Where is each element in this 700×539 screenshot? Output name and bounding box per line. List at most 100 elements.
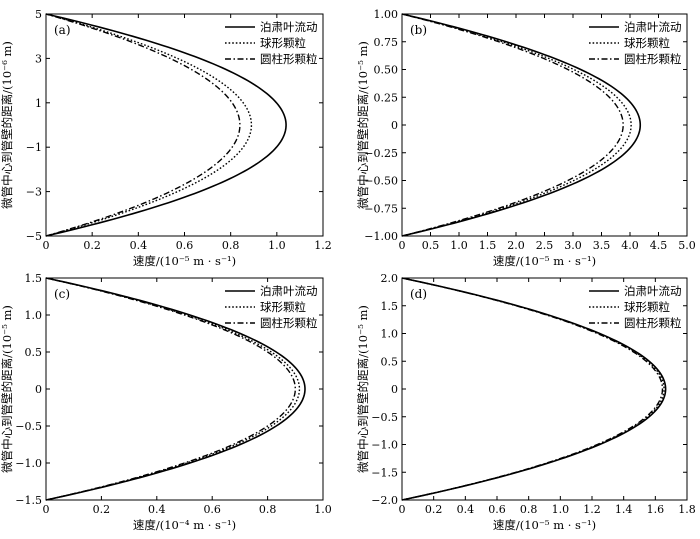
y-tick-label: −1 xyxy=(26,141,42,154)
series-line-dashdot xyxy=(401,13,624,237)
y-tick-label: 0 xyxy=(35,383,42,396)
series-line-dotted xyxy=(401,13,632,237)
x-tick-label: 4.5 xyxy=(650,239,668,252)
x-tick-label: 3.5 xyxy=(593,239,611,252)
y-tick-label: −1.5 xyxy=(15,494,42,507)
y-tick-label: −1.0 xyxy=(15,457,42,470)
x-tick-label: 0.8 xyxy=(259,503,277,516)
y-tick-label: −0.25 xyxy=(364,147,398,160)
x-tick-label: 0.8 xyxy=(222,239,240,252)
legend-entry: 泊肃叶流动 xyxy=(624,20,682,34)
y-tick-label: 0.5 xyxy=(381,355,399,368)
y-tick-label: 1.5 xyxy=(381,300,399,313)
y-tick-label: −1.5 xyxy=(371,466,398,479)
panel-label: (c) xyxy=(54,287,70,301)
y-tick-label: 3 xyxy=(35,52,42,65)
y-tick-label: 0.50 xyxy=(374,64,399,77)
legend-entry: 球形颗粒 xyxy=(624,36,670,50)
panel-label: (d) xyxy=(410,287,427,301)
series-line-solid xyxy=(45,13,287,237)
series-line-dashdot xyxy=(45,13,241,237)
x-tick-label: 5.0 xyxy=(678,239,696,252)
x-tick-label: 1.8 xyxy=(678,503,696,516)
x-tick-label: 0 xyxy=(43,503,50,516)
y-tick-label: −1.00 xyxy=(364,230,398,243)
y-axis-label: 微管中心到管壁的距离/(10⁻⁵ m) xyxy=(0,305,14,473)
x-axis-label: 速度/(10⁻⁵ m · s⁻¹) xyxy=(493,254,596,268)
y-tick-label: 0.25 xyxy=(374,91,399,104)
y-axis-label: 微管中心到管壁的距离/(10⁻⁵ m) xyxy=(356,305,370,473)
x-axis-label: 速度/(10⁻⁴ m · s⁻¹) xyxy=(133,518,236,532)
chart-panel-a: 0 0.2 0.4 0.6 0.8 1.0 1.2 −5 −3 −1 1 3 5 (a) 速度/(10⁻⁵ … xyxy=(0,8,332,268)
y-tick-label: 1.5 xyxy=(25,272,43,285)
x-tick-label: 0.4 xyxy=(457,503,475,516)
x-tick-label: 0 xyxy=(43,239,50,252)
x-tick-label: 0.6 xyxy=(203,503,221,516)
legend-entry: 圆柱形颗粒 xyxy=(624,52,682,66)
x-axis-label: 速度/(10⁻⁵ m · s⁻¹) xyxy=(493,518,596,532)
x-tick-label: 3.0 xyxy=(564,239,582,252)
x-tick-label: 1.0 xyxy=(552,503,570,516)
y-tick-label: 1.00 xyxy=(374,8,399,21)
x-tick-label: 1.2 xyxy=(583,503,601,516)
legend-entry: 圆柱形颗粒 xyxy=(624,316,682,330)
x-tick-label: 2.5 xyxy=(536,239,554,252)
x-tick-label: 0.6 xyxy=(176,239,194,252)
x-tick-label: 0.2 xyxy=(83,239,101,252)
chart-panel-b: 0 0.5 1.0 1.5 2.0 2.5 3.0 3.5 4.0 4.5 5.0 −1.00 −0.7… xyxy=(356,8,696,268)
y-tick-label: −5 xyxy=(26,230,42,243)
legend-entry: 泊肃叶流动 xyxy=(260,20,318,34)
x-tick-label: 0.4 xyxy=(148,503,166,516)
y-tick-label: −0.5 xyxy=(15,420,42,433)
y-tick-label: 5 xyxy=(35,8,42,21)
y-tick-label: 0.5 xyxy=(25,346,43,359)
x-tick-label: 0.2 xyxy=(93,503,111,516)
y-tick-label: 2.0 xyxy=(381,272,399,285)
x-tick-label: 1.0 xyxy=(268,239,286,252)
series-line-dashdot xyxy=(45,277,297,501)
x-tick-label: 0 xyxy=(399,503,406,516)
legend-entry: 圆柱形颗粒 xyxy=(260,316,318,330)
y-tick-label: −2.0 xyxy=(371,494,398,507)
panel-label: (b) xyxy=(410,23,427,37)
x-tick-label: 1.5 xyxy=(479,239,497,252)
x-tick-label: 1.0 xyxy=(450,239,468,252)
legend-entry: 球形颗粒 xyxy=(260,300,306,314)
y-axis-label: 微管中心到管壁的距离/(10⁻⁵ m) xyxy=(356,41,370,209)
x-tick-label: 1.0 xyxy=(314,503,332,516)
y-tick-label: −3 xyxy=(26,186,42,199)
x-tick-label: 1.6 xyxy=(647,503,665,516)
x-tick-label: 0 xyxy=(399,239,406,252)
y-tick-label: −0.5 xyxy=(371,411,398,424)
y-tick-label: 1.0 xyxy=(25,309,43,322)
y-tick-label: 0 xyxy=(391,383,398,396)
legend-entry: 泊肃叶流动 xyxy=(624,284,682,298)
y-tick-label: 0.75 xyxy=(374,36,399,49)
y-tick-label: −0.75 xyxy=(364,202,398,215)
x-tick-label: 1.2 xyxy=(314,239,332,252)
x-tick-label: 0.8 xyxy=(520,503,538,516)
series-line-solid xyxy=(45,277,306,501)
x-tick-label: 0.5 xyxy=(422,239,440,252)
chart-panel-d: 0 0.2 0.4 0.6 0.8 1.0 1.2 1.4 1.6 1.8 −2.0 −1.5 −1.0… xyxy=(356,272,696,532)
y-tick-label: −0.50 xyxy=(364,175,398,188)
y-axis-label: 微管中心到管壁的距离/(10⁻⁶ m) xyxy=(0,41,14,209)
x-tick-label: 1.4 xyxy=(615,503,633,516)
series-line-solid xyxy=(401,13,642,237)
x-tick-label: 0.4 xyxy=(130,239,148,252)
y-tick-label: 0 xyxy=(391,119,398,132)
y-tick-label: 1.0 xyxy=(381,328,399,341)
legend-entry: 球形颗粒 xyxy=(260,36,306,50)
chart-panel-c: 0 0.2 0.4 0.6 0.8 1.0 −1.5 −1.0 −0.5 0 0.5 1.0 1.5 (c… xyxy=(0,272,332,532)
legend-entry: 球形颗粒 xyxy=(624,300,670,314)
series-line-dashdot xyxy=(401,277,664,501)
x-axis-label: 速度/(10⁻⁵ m · s⁻¹) xyxy=(133,254,236,268)
legend-entry: 泊肃叶流动 xyxy=(260,284,318,298)
x-tick-label: 0.6 xyxy=(488,503,506,516)
